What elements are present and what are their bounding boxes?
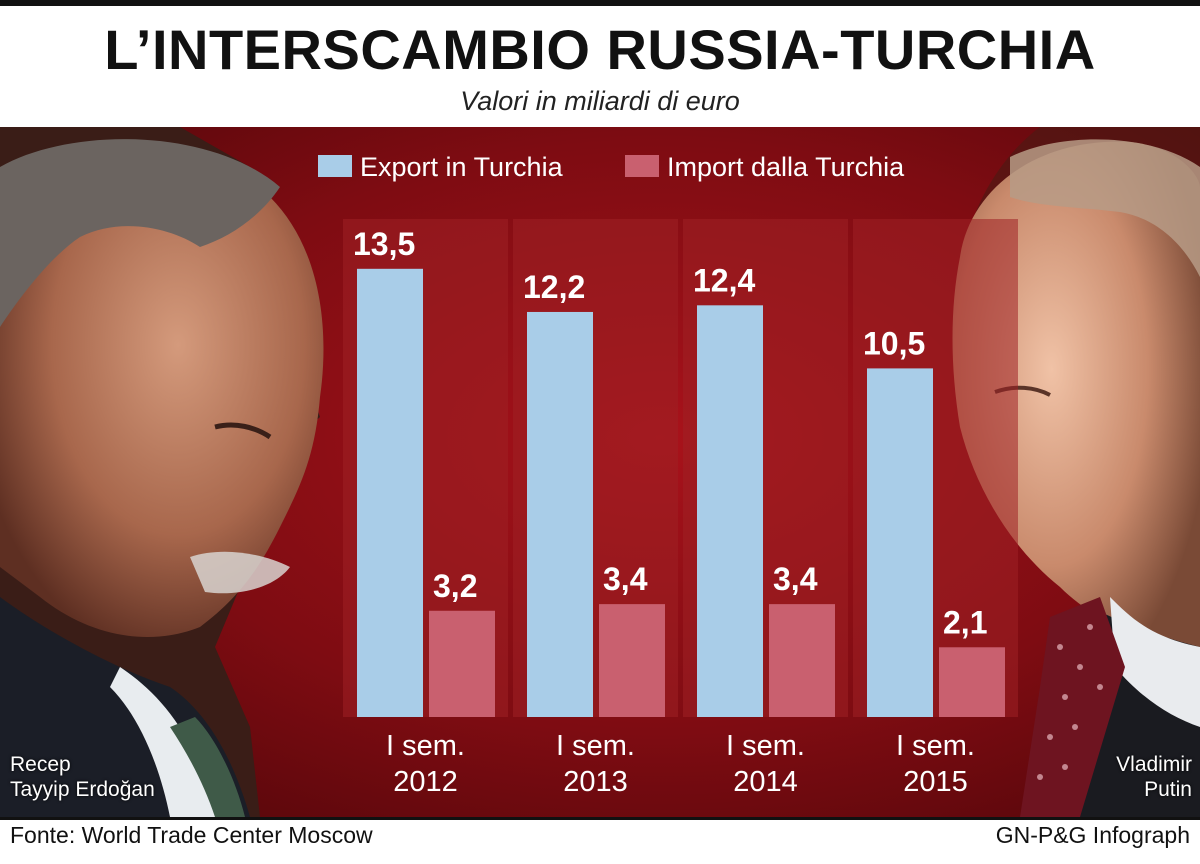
category-label: 2012 [393, 766, 458, 798]
category-label: 2015 [903, 766, 968, 798]
export-value-label: 13,5 [353, 226, 415, 262]
chart-stage: Export in Turchia Import dalla Turchia 13… [0, 127, 1200, 817]
bottom-rule [0, 817, 1200, 820]
import-bar [429, 610, 495, 717]
page-subtitle: Valori in miliardi di euro [460, 86, 740, 116]
import-bar [769, 604, 835, 717]
putin-name-line1: Vladimir [1116, 753, 1192, 776]
export-value-label: 12,2 [523, 269, 585, 305]
source-note: Fonte: World Trade Center Moscow [10, 822, 373, 848]
export-value-label: 12,4 [693, 262, 755, 298]
bar-chart: Export in Turchia Import dalla Turchia 13… [318, 152, 1018, 798]
putin-name-line2: Putin [1144, 778, 1192, 801]
legend-label-export: Export in Turchia [360, 152, 564, 182]
legend-label-import: Import dalla Turchia [667, 152, 905, 182]
erdogan-name-line2: Tayyip Erdoğan [10, 778, 155, 801]
credit-note: GN-P&G Infograph [995, 822, 1190, 848]
top-rule [0, 0, 1200, 6]
import-value-label: 2,1 [943, 604, 987, 640]
category-label: I sem. [726, 730, 805, 762]
category-label: I sem. [386, 730, 465, 762]
erdogan-portrait [0, 127, 324, 817]
erdogan-name-line1: Recep [10, 753, 71, 776]
export-bar [867, 368, 933, 717]
legend-swatch-import [625, 155, 659, 177]
export-bar [527, 311, 593, 717]
import-bar [939, 647, 1005, 717]
putin-label: Vladimir Putin [1116, 752, 1192, 802]
category-label: 2014 [733, 766, 798, 798]
export-value-label: 10,5 [863, 325, 925, 361]
page-title: L’INTERSCAMBIO RUSSIA-TURCHIA [104, 18, 1096, 81]
legend-swatch-export [318, 155, 352, 177]
erdogan-label: Recep Tayyip Erdoğan [10, 752, 155, 802]
export-bar [357, 268, 423, 717]
category-label: I sem. [896, 730, 975, 762]
category-label: I sem. [556, 730, 635, 762]
export-bar [697, 305, 763, 717]
import-value-label: 3,4 [603, 561, 648, 597]
import-bar [599, 604, 665, 717]
import-value-label: 3,4 [773, 561, 818, 597]
category-label: 2013 [563, 766, 628, 798]
import-value-label: 3,2 [433, 568, 477, 604]
